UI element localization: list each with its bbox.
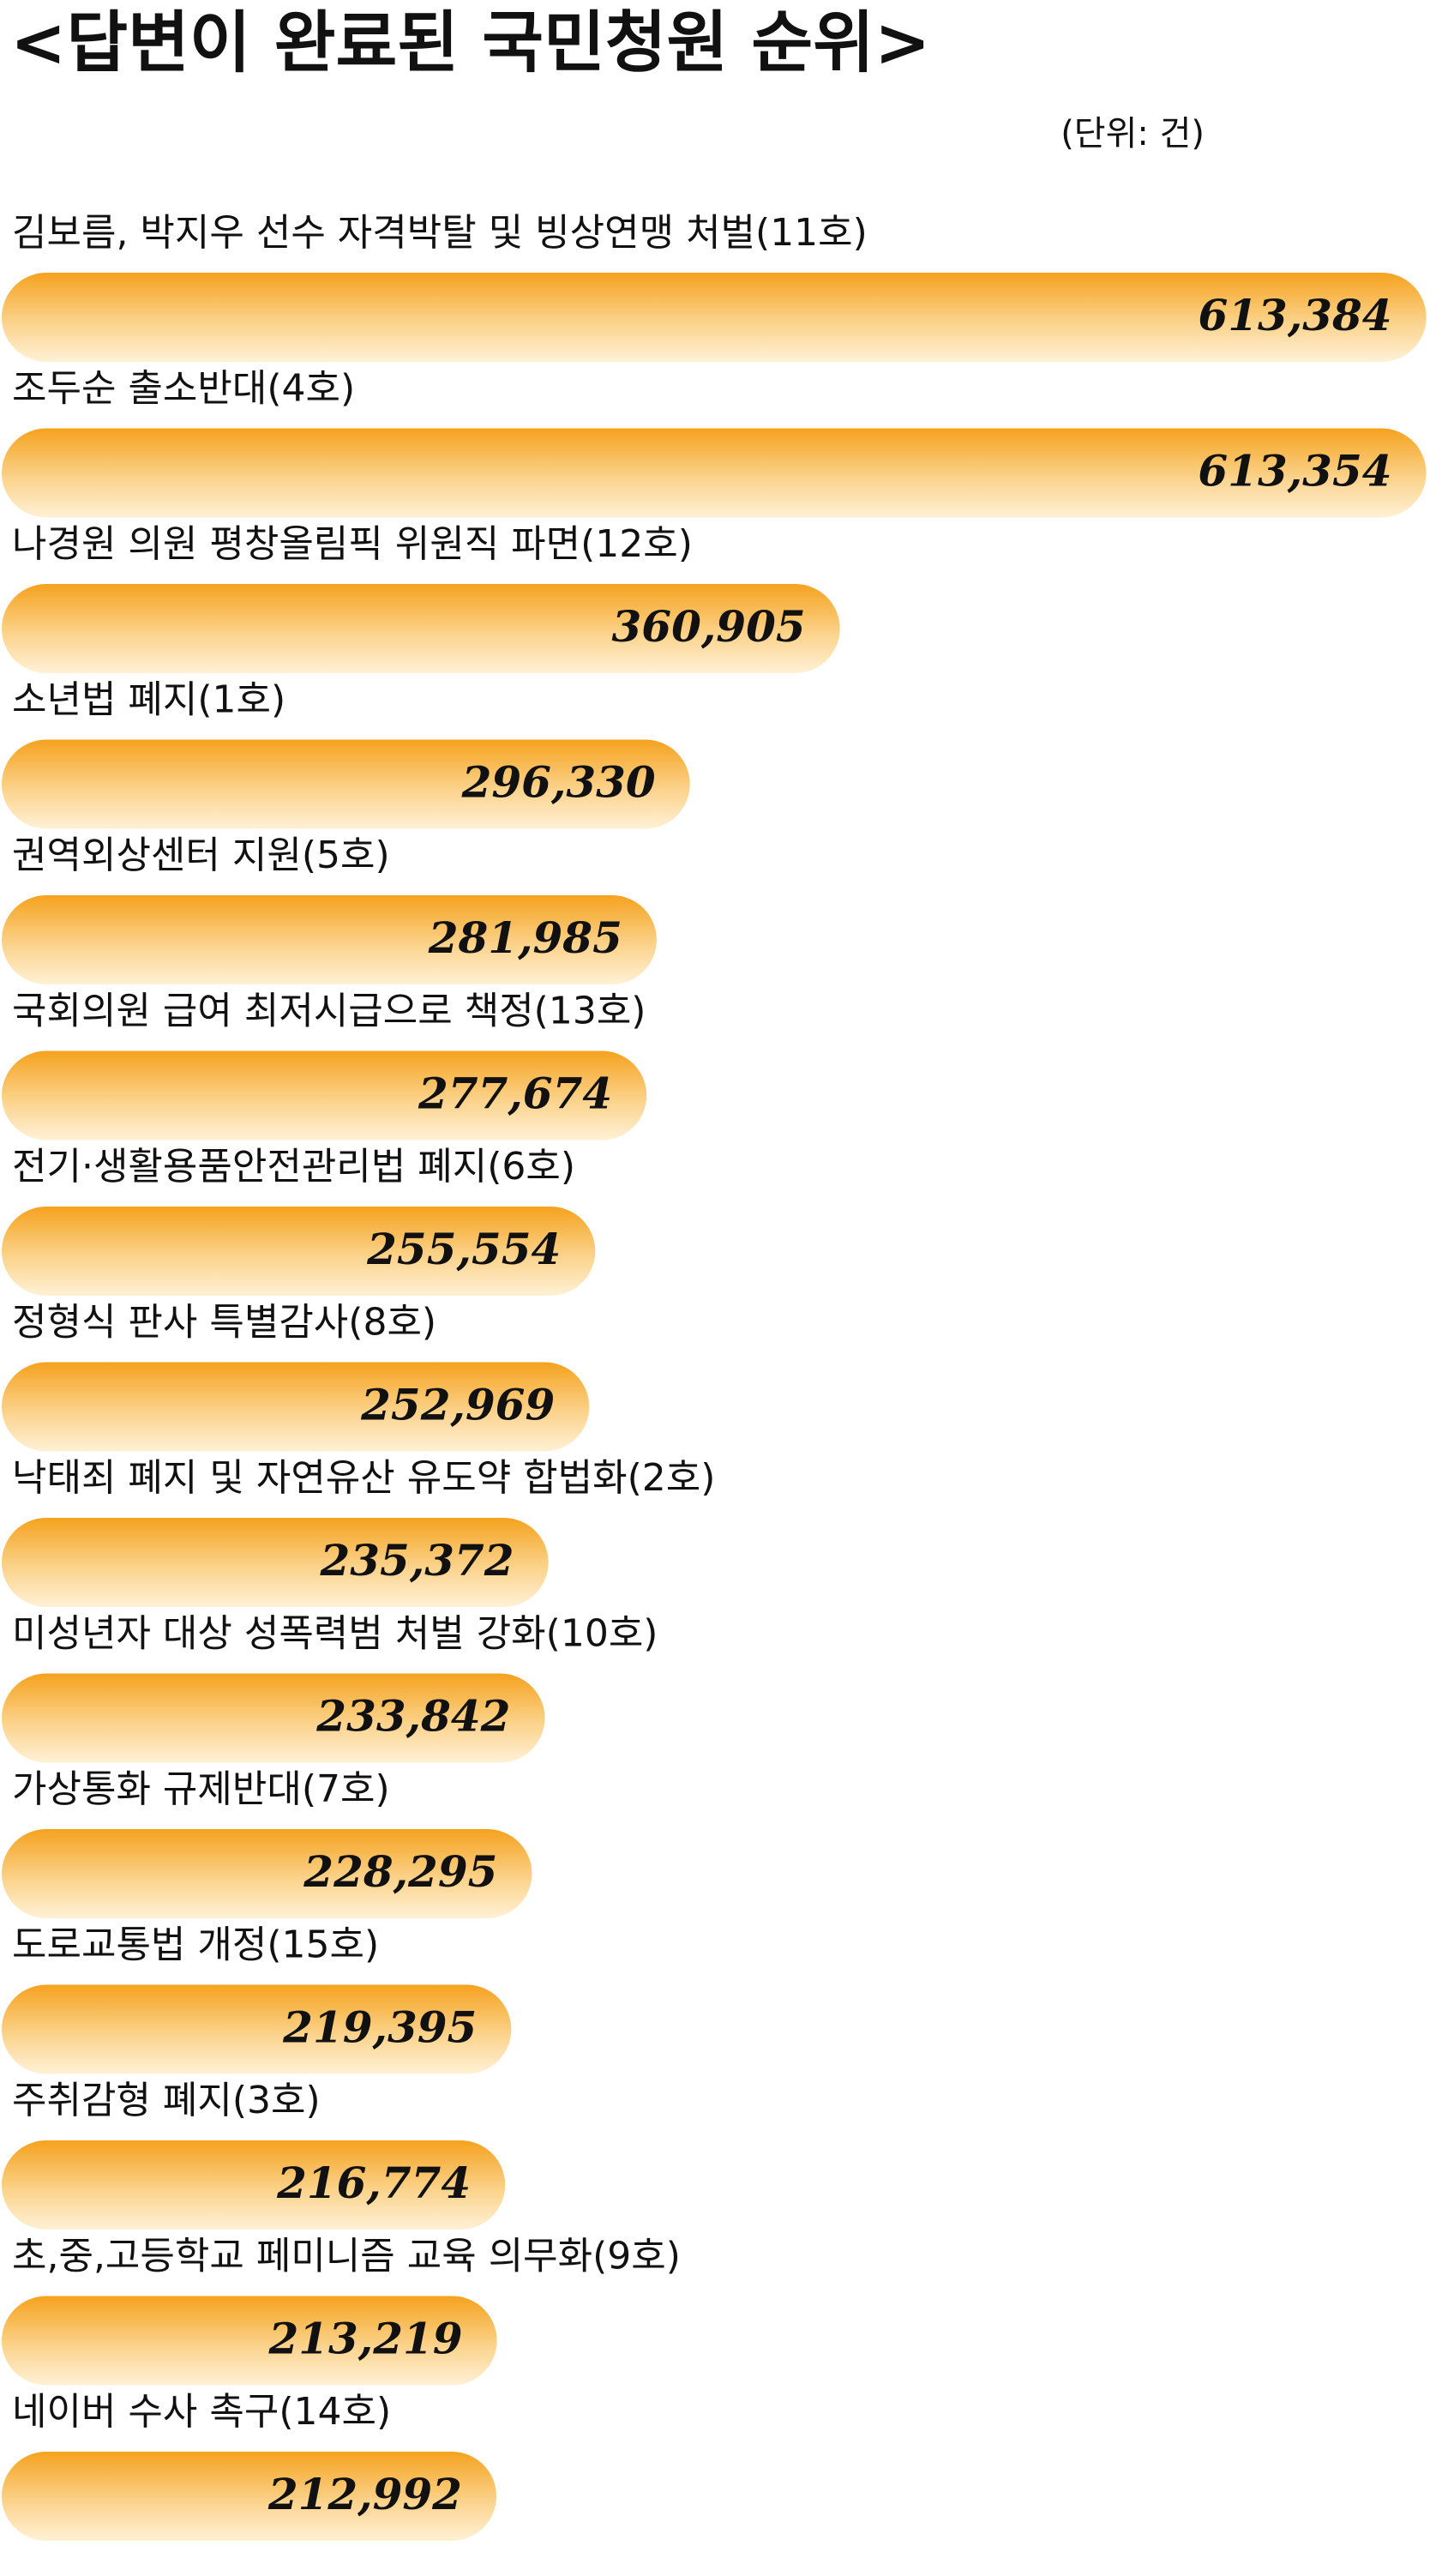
chart-title: <답변이 완료된 국민청원 순위> xyxy=(10,4,930,81)
category-label: 도로교통법 개정(15호) xyxy=(12,1923,379,1967)
bar xyxy=(2,895,657,984)
bar xyxy=(2,1673,545,1763)
value-label: 235,372 xyxy=(319,1535,514,1586)
category-label: 네이버 수사 촉구(14호) xyxy=(12,2390,391,2434)
bar xyxy=(2,1984,512,2074)
unit-label: (단위: 건) xyxy=(1060,114,1205,153)
category-label: 조두순 출소반대(4호) xyxy=(12,367,355,411)
category-label: 나경원 의원 평창올림픽 위원직 파면(12호) xyxy=(12,522,693,566)
value-label: 255,554 xyxy=(366,1224,561,1274)
value-label: 281,985 xyxy=(428,912,622,963)
bar xyxy=(2,1362,590,1452)
value-label: 219,395 xyxy=(282,2002,477,2053)
bar xyxy=(2,1829,532,1918)
value-label: 228,295 xyxy=(303,1846,497,1897)
category-label: 김보름, 박지우 선수 자격박탈 및 빙상연맹 처벌(11호) xyxy=(12,211,868,255)
bar xyxy=(2,1518,549,1607)
category-label: 주취감형 폐지(3호) xyxy=(12,2079,321,2122)
category-label: 가상통화 규제반대(7호) xyxy=(12,1767,390,1811)
value-label: 213,219 xyxy=(267,2314,462,2364)
value-label: 613,384 xyxy=(1198,290,1391,340)
bar xyxy=(2,739,690,829)
category-label: 국회의원 급여 최저시급으로 책정(13호) xyxy=(12,990,646,1033)
value-label: 296,330 xyxy=(461,757,656,808)
category-label: 정형식 판사 특별감사(8호) xyxy=(12,1301,436,1345)
bar xyxy=(2,2296,497,2386)
bar xyxy=(2,584,840,673)
category-label: 낙태죄 폐지 및 자연유산 유도약 합법화(2호) xyxy=(12,1456,715,1500)
value-label: 360,905 xyxy=(612,601,806,652)
category-label: 전기·생활용품안전관리법 폐지(6호) xyxy=(12,1145,575,1189)
category-label: 초,중,고등학교 페미니즘 교육 의무화(9호) xyxy=(12,2235,681,2278)
bar xyxy=(2,2140,506,2230)
value-label: 252,969 xyxy=(360,1380,555,1430)
bar xyxy=(2,1050,647,1141)
value-label: 277,674 xyxy=(418,1068,612,1119)
value-label: 613,354 xyxy=(1198,446,1391,497)
value-label: 212,992 xyxy=(267,2469,462,2519)
value-label: 216,774 xyxy=(276,2158,471,2208)
category-label: 권역외상센터 지원(5호) xyxy=(12,834,390,877)
value-label: 233,842 xyxy=(315,1691,510,1742)
category-label: 미성년자 대상 성폭력범 처벌 강화(10호) xyxy=(12,1612,658,1656)
category-label: 소년법 폐지(1호) xyxy=(12,678,285,722)
bar xyxy=(2,273,1427,362)
bar xyxy=(2,1207,596,1296)
bar xyxy=(2,2452,496,2541)
bar xyxy=(2,428,1427,518)
